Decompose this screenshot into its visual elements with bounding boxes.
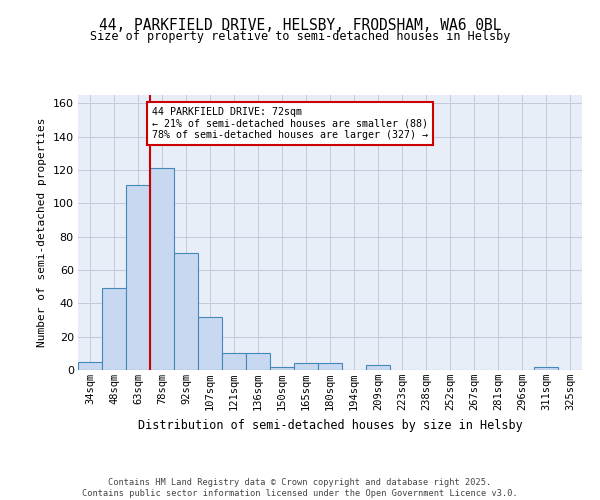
Text: 44 PARKFIELD DRIVE: 72sqm
← 21% of semi-detached houses are smaller (88)
78% of : 44 PARKFIELD DRIVE: 72sqm ← 21% of semi-… (152, 106, 428, 140)
Text: 44, PARKFIELD DRIVE, HELSBY, FRODSHAM, WA6 0BL: 44, PARKFIELD DRIVE, HELSBY, FRODSHAM, W… (99, 18, 501, 32)
Bar (102, 288, 126, 370)
Bar (150, 168, 174, 370)
Bar (198, 316, 222, 370)
Bar (270, 366, 294, 370)
Bar (534, 366, 558, 370)
Bar (78, 362, 102, 370)
Bar (246, 354, 270, 370)
Bar (366, 365, 390, 370)
Text: Contains HM Land Registry data © Crown copyright and database right 2025.
Contai: Contains HM Land Registry data © Crown c… (82, 478, 518, 498)
Bar (222, 354, 246, 370)
X-axis label: Distribution of semi-detached houses by size in Helsby: Distribution of semi-detached houses by … (137, 418, 523, 432)
Bar (174, 254, 198, 370)
Bar (294, 364, 318, 370)
Y-axis label: Number of semi-detached properties: Number of semi-detached properties (37, 118, 47, 347)
Bar (318, 364, 342, 370)
Text: Size of property relative to semi-detached houses in Helsby: Size of property relative to semi-detach… (90, 30, 510, 43)
Bar (126, 185, 150, 370)
